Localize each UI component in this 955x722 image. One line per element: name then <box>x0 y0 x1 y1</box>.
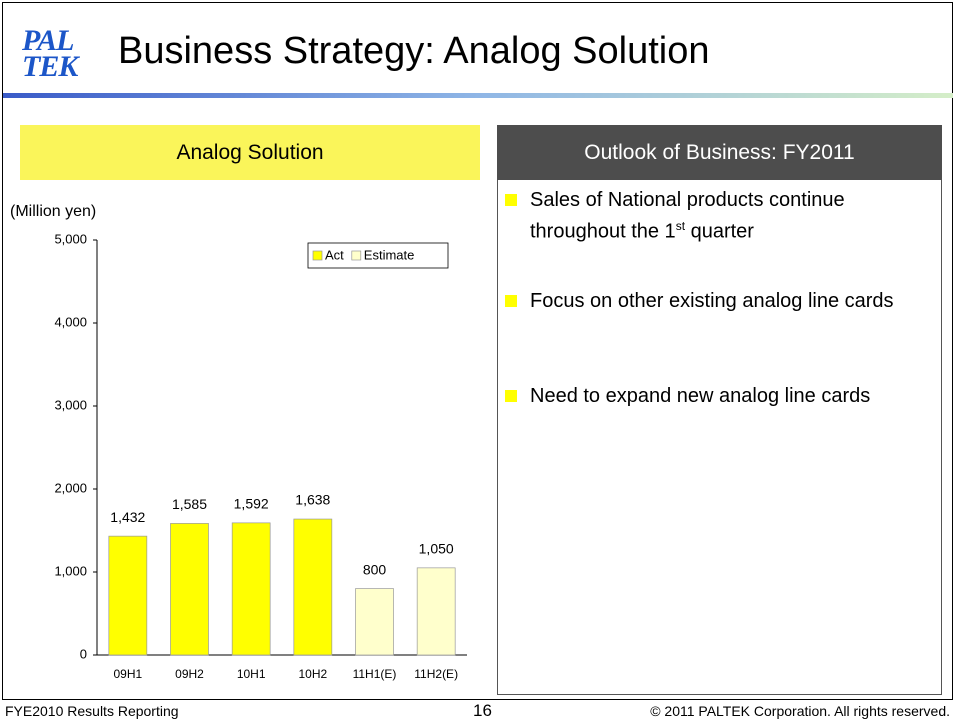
x-tick-label: 09H2 <box>175 667 204 681</box>
y-tick-label: 3,000 <box>54 397 87 412</box>
bullet: Sales of National products continue thro… <box>530 187 925 245</box>
legend-label: Act <box>325 247 344 262</box>
logo-line: PAL <box>22 24 74 57</box>
value-label: 1,432 <box>110 509 145 525</box>
x-tick-label: 10H1 <box>237 667 266 681</box>
value-label: 800 <box>363 561 387 577</box>
bullet-square <box>505 194 517 206</box>
y-tick-label: 2,000 <box>54 480 87 495</box>
bar <box>293 518 333 656</box>
chart: (Million yen) 0 1,000 2,000 3,000 4,000 5,000… <box>10 203 467 681</box>
slide-border <box>2 2 953 700</box>
footer-left: FYE2010 Results Reporting <box>5 703 179 719</box>
x-tick-label: 10H2 <box>298 667 327 681</box>
y-tick-label: 4,000 <box>54 314 87 329</box>
value-label: 1,638 <box>295 492 330 508</box>
chart-title: Analog Solution <box>20 125 480 180</box>
bullet-text: Sales of National products continue thro… <box>530 189 845 243</box>
y-tick-label: 0 <box>80 646 87 661</box>
legend-swatch <box>351 250 362 261</box>
value-label: 1,592 <box>234 496 269 512</box>
footer-right: © 2011 PALTEK Corporation. All rights re… <box>650 703 950 719</box>
page-number: 16 <box>473 701 492 720</box>
outlook-box <box>497 180 942 695</box>
x-tick-label: 11H2(E) <box>414 667 458 681</box>
logo: PAL TEK <box>22 24 78 83</box>
bullet: Focus on other existing analog line card… <box>530 290 894 312</box>
bar <box>416 567 456 656</box>
bullet: Need to expand new analog line cards <box>530 385 871 407</box>
legend-label: Estimate <box>364 247 415 262</box>
bullet-text: quarter <box>685 220 754 243</box>
x-tick-label: 11H1(E) <box>353 667 397 681</box>
bullet-square <box>505 295 517 307</box>
bar <box>231 522 271 656</box>
logo-line: TEK <box>22 50 78 83</box>
y-axis-label: (Million yen) <box>10 203 96 220</box>
value-label: 1,585 <box>172 496 207 512</box>
legend-box <box>307 242 449 269</box>
outlook-title: Outlook of Business: FY2011 <box>497 125 942 180</box>
bar <box>355 588 394 656</box>
slide-title: Business Strategy: Analog Solution <box>118 30 710 72</box>
bar <box>108 535 148 656</box>
title-rule <box>3 93 953 98</box>
y-tick-label: 1,000 <box>54 563 87 578</box>
y-tick-label: 5,000 <box>54 231 87 246</box>
bullet-sup: st <box>675 219 686 233</box>
x-tick-label: 09H1 <box>113 667 142 681</box>
legend-swatch <box>312 250 323 261</box>
bar <box>170 523 209 656</box>
value-label: 1,050 <box>419 541 454 557</box>
bullet-square <box>505 390 517 402</box>
